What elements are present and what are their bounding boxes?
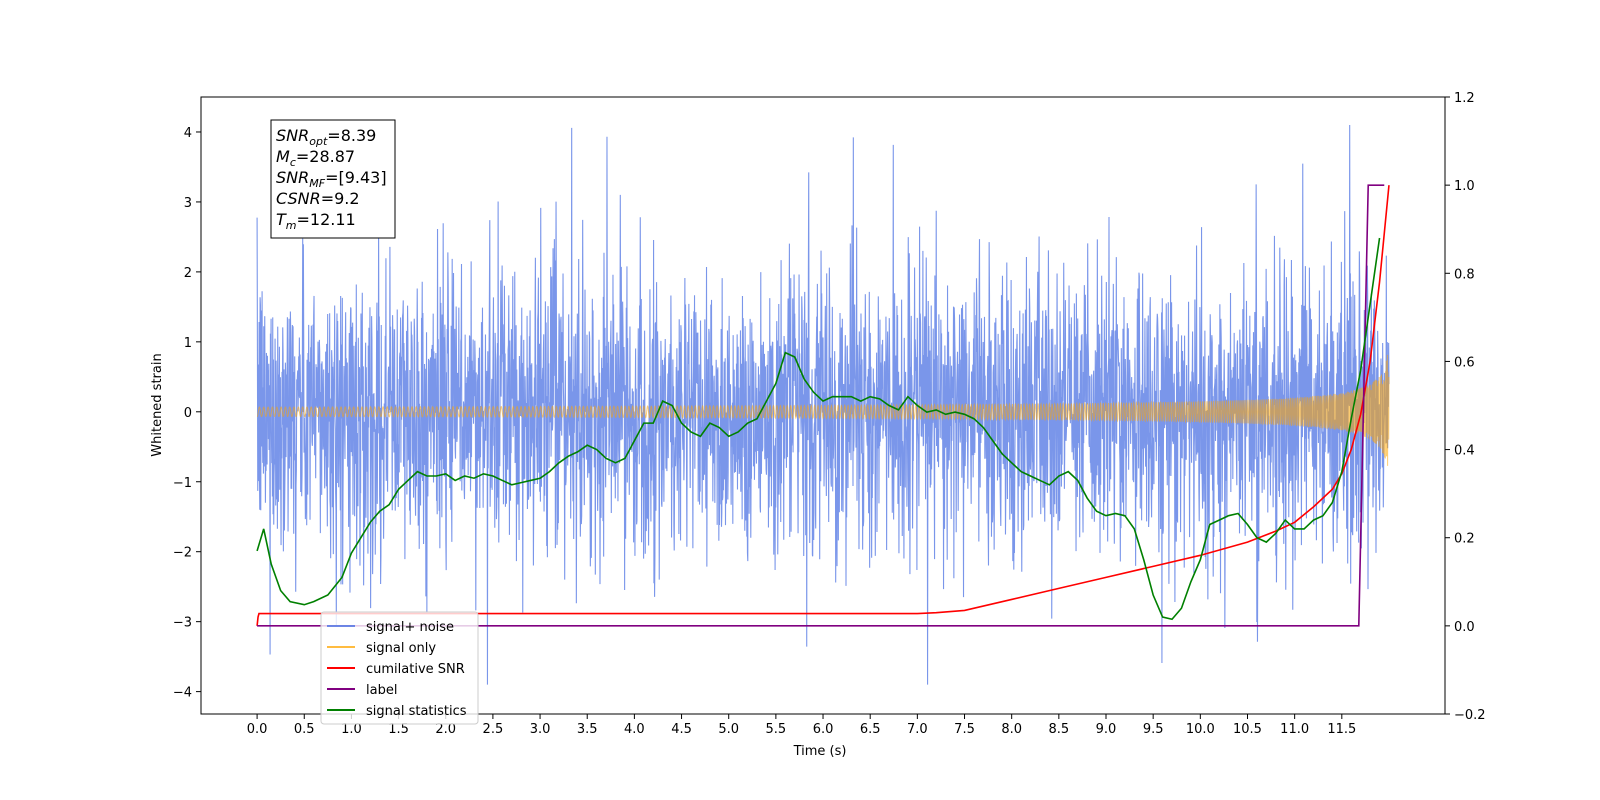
x-tick-label: 1.5 [388,722,409,737]
right-y-tick-label: 0.6 [1454,355,1475,370]
x-tick-label: 10.5 [1233,722,1262,737]
x-tick-label: 6.0 [813,722,834,737]
left-y-tick-label: 4 [184,126,192,141]
right-y-tick-label: 0.0 [1454,620,1475,635]
left-y-tick-label: −4 [173,686,192,701]
x-tick-label: 7.5 [954,722,975,737]
series-cumilative-snr [256,185,1390,626]
x-tick-label: 3.5 [577,722,598,737]
annotation-line: SNRMF=[9.43] [276,168,387,190]
legend-frame [320,611,479,725]
left-y-tick-label: 0 [184,406,192,421]
left-y-tick-label: −3 [173,616,192,631]
x-tick-label: 1.0 [341,722,362,737]
series-label [257,184,1385,627]
x-tick-label: 7.0 [907,722,928,737]
right-y-tick-label: 1.0 [1454,179,1475,194]
x-tick-label: 0.5 [294,722,315,737]
x-tick-label: 8.0 [1001,722,1022,737]
right-y-tick-label: 0.2 [1454,532,1475,547]
x-tick-label: 9.5 [1143,722,1164,737]
x-tick-label: 4.0 [624,722,645,737]
x-axis: 0.0 0.5 1.0 1.5 2.0 2.5 3.0 3.5 4.0 4.5 5.0 5.5 6.0 6… [247,714,1356,737]
legend-label: signal only [366,641,436,656]
legend-label: label [366,683,397,698]
plot-data [256,124,1390,685]
x-tick-label: 3.0 [530,722,551,737]
right-y-tick-label: 0.4 [1454,444,1475,459]
legend-label: signal statistics [366,704,467,719]
x-tick-label: 5.5 [766,722,787,737]
annotation-line: CSNR=9.2 [276,189,360,208]
x-tick-label: 0.0 [247,722,268,737]
x-tick-label: 11.5 [1327,722,1356,737]
right-y-tick-label: 0.8 [1454,267,1475,282]
left-y-tick-label: 2 [184,266,192,281]
x-tick-label: 4.5 [671,722,692,737]
series-signal-noise [256,124,1390,685]
x-tick-label: 2.5 [483,722,504,737]
x-tick-label: 9.0 [1096,722,1117,737]
x-tick-label: 11.0 [1280,722,1309,737]
right-y-tick-label: −0.2 [1454,708,1486,723]
left-y-axis: 4 3 2 1 0 −1 −2 −3 −4 [173,126,201,701]
legend-label: cumilative SNR [366,662,465,677]
legend: signal+ noise signal only cumilative SNR la… [320,611,479,725]
annotation-line: Tm=12.11 [276,210,356,232]
right-y-tick-label: 1.2 [1454,91,1475,106]
annotation-line: Mc=28.87 [276,147,355,169]
left-y-tick-label: 1 [184,336,192,351]
left-y-tick-label: −2 [173,546,192,561]
x-axis-label: Time (s) [793,744,847,759]
left-y-tick-label: −1 [173,476,192,491]
series-signal-only [256,354,1390,466]
legend-label: signal+ noise [366,620,454,635]
annotation-line: SNRopt=8.39 [276,126,376,148]
x-tick-label: 5.0 [718,722,739,737]
x-tick-label: 10.0 [1186,722,1215,737]
x-tick-label: 6.5 [860,722,881,737]
series-signal-statistics [256,237,1381,621]
y-axis-label: Whitened strain [150,353,165,456]
x-tick-label: 8.5 [1048,722,1069,737]
left-y-tick-label: 3 [184,196,192,211]
annotation-frame [270,119,396,239]
right-y-axis: 1.2 1.0 0.8 0.6 0.4 0.2 0.0 −0.2 [1445,91,1486,723]
x-tick-label: 2.0 [435,722,456,737]
